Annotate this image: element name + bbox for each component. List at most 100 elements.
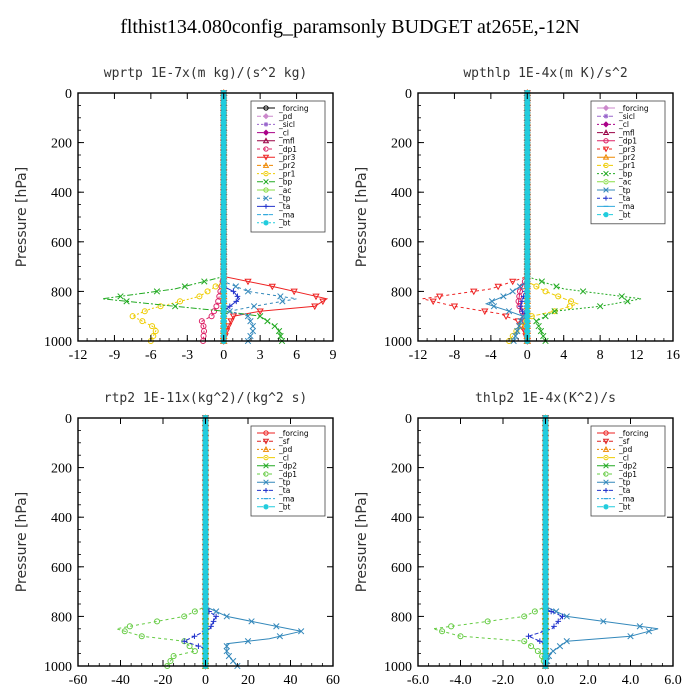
data-point <box>208 313 215 320</box>
series-bt <box>542 414 549 670</box>
data-point <box>247 332 254 340</box>
data-point <box>556 643 564 650</box>
legend-marker <box>263 146 269 152</box>
data-point <box>167 658 174 665</box>
data-point <box>618 293 625 300</box>
data-point <box>202 548 209 555</box>
legend-label: _bt <box>278 503 291 512</box>
data-point <box>524 273 531 280</box>
data-point <box>542 499 549 506</box>
x-tick-label: 3 <box>257 348 264 363</box>
legend-label: _cl <box>278 453 289 462</box>
legend-marker <box>603 170 609 177</box>
data-point <box>176 298 184 305</box>
data-point <box>220 213 227 221</box>
data-point <box>202 583 209 590</box>
data-point <box>524 159 531 166</box>
data-point <box>202 598 209 605</box>
data-point <box>524 129 531 136</box>
data-point <box>311 303 319 311</box>
data-point <box>249 327 257 335</box>
data-point <box>524 179 531 186</box>
data-point <box>542 618 549 625</box>
data-point <box>524 223 531 230</box>
data-point <box>220 328 227 335</box>
data-point <box>202 429 209 436</box>
legend-marker <box>262 445 270 452</box>
data-point <box>537 327 545 335</box>
data-point <box>191 633 198 640</box>
data-point <box>202 454 209 461</box>
data-point <box>538 278 546 285</box>
data-point <box>191 608 198 615</box>
data-point <box>248 618 255 625</box>
series-line <box>432 418 546 667</box>
data-point <box>516 283 524 290</box>
data-point <box>502 313 510 321</box>
data-point <box>202 434 209 441</box>
data-point <box>121 628 128 635</box>
data-point <box>171 303 179 310</box>
data-point <box>524 303 531 310</box>
data-point <box>524 144 531 151</box>
series-dp1 <box>432 414 549 670</box>
legend-label: _dp2 <box>618 462 637 471</box>
data-point <box>542 439 549 446</box>
data-point <box>277 332 284 340</box>
data-point <box>524 248 531 255</box>
y-tick-label: 200 <box>391 462 412 477</box>
data-point <box>220 233 227 240</box>
data-point <box>223 613 230 620</box>
data-point <box>542 469 549 476</box>
legend-label: _forcing <box>278 104 309 113</box>
data-point <box>220 184 227 191</box>
data-point <box>202 514 209 521</box>
data-point <box>202 543 209 550</box>
legend-marker <box>263 179 269 185</box>
data-point <box>220 303 227 310</box>
data-point <box>524 288 531 295</box>
legend-marker <box>602 438 610 445</box>
data-point <box>220 119 227 126</box>
data-point <box>220 323 227 330</box>
data-point <box>220 104 227 111</box>
y-tick-label: 0 <box>65 412 72 427</box>
legend-marker <box>602 445 610 452</box>
legend: _forcing_sf_pd_cl_dp2_dp1_tp_ta_ma_bt <box>590 425 666 517</box>
data-point <box>514 327 521 335</box>
data-point <box>210 308 218 315</box>
data-point <box>220 298 227 305</box>
legend-label: _pr3 <box>278 153 296 162</box>
data-point <box>244 638 252 645</box>
x-tick-label: -60 <box>69 673 88 688</box>
data-point <box>202 613 209 620</box>
legend-label: _bt <box>618 503 631 512</box>
data-point <box>230 288 237 295</box>
legend-marker <box>263 463 269 469</box>
legend-marker <box>603 488 609 493</box>
legend-label: _ma <box>618 494 635 503</box>
data-point <box>186 643 193 650</box>
legend-label: _sf <box>618 437 630 446</box>
legend: _forcing_sicl_cl_mfl_dp1_pr3_pr2_pr1_bp_… <box>590 100 666 225</box>
data-point <box>533 283 540 290</box>
data-point <box>524 124 531 131</box>
data-point <box>212 283 219 290</box>
x-tick-label: -40 <box>111 673 130 688</box>
data-point <box>268 283 276 291</box>
data-point <box>202 643 209 650</box>
data-point <box>542 573 549 580</box>
y-tick-label: 600 <box>391 561 412 576</box>
data-point <box>542 484 549 491</box>
data-point <box>224 323 233 330</box>
data-point <box>220 218 227 225</box>
data-point <box>202 499 209 506</box>
y-tick-label: 200 <box>51 137 72 152</box>
y-tick-label: 600 <box>391 236 412 251</box>
series-line <box>422 93 528 342</box>
legend-label: _dp2 <box>278 462 297 471</box>
data-point <box>220 278 227 285</box>
data-point <box>542 464 549 471</box>
data-point <box>542 504 549 511</box>
data-point <box>202 534 209 541</box>
